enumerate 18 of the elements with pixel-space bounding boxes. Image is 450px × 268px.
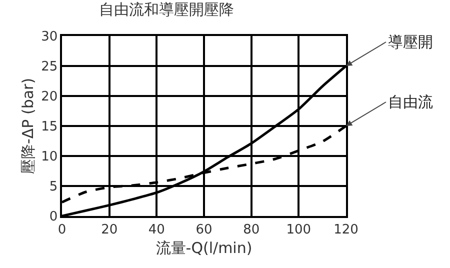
x-tick-label: 40 [148, 222, 165, 238]
y-tick-label: 25 [41, 60, 58, 75]
x-tick-label: 100 [286, 222, 312, 238]
text: 自由流 [388, 93, 433, 111]
y-tick-label: 0 [49, 210, 58, 225]
x-tick-label: 120 [334, 222, 358, 238]
y-axis-title: 壓降-ΔP (bar) [18, 78, 37, 174]
x-tick-label: 60 [196, 222, 212, 238]
y-tick-label: 20 [41, 90, 58, 105]
x-tick-label: 20 [101, 222, 118, 238]
x-axis-title: 流量-Q(l/min) [156, 238, 252, 257]
y-tick-label: 30 [41, 30, 58, 45]
chart-title: 自由流和導壓開壓降 [99, 0, 234, 19]
y-tick-label: 15 [41, 120, 58, 135]
y-tick-label: 5 [49, 180, 58, 195]
y-tick-label: 10 [41, 150, 58, 165]
x-tick-label: 80 [243, 222, 260, 238]
text: 導壓開 [388, 33, 433, 51]
